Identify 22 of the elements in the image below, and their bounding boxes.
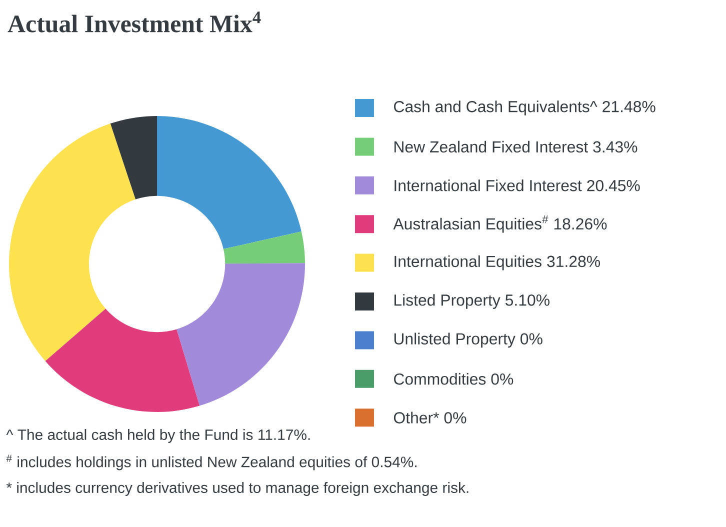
legend-label: International Fixed Interest	[394, 180, 582, 192]
legend-label: Other*	[394, 412, 440, 424]
text: ^ The actual cash held by the Fund is 11.17%.	[6, 429, 310, 443]
data-label: 18.26%	[554, 218, 607, 230]
text: * includes currency derivatives used to manage foreign exchange risk.	[6, 482, 468, 496]
text: $^{#}$ includes holdings in unlisted New Zealand equities of 0.54%.	[6, 454, 416, 470]
data-label: 5.10%	[505, 294, 550, 306]
legend-label: Unlisted Property	[394, 332, 516, 348]
text: 0%	[491, 373, 514, 385]
legend-label: International Equities	[394, 255, 542, 270]
data-label: 31.28%	[547, 256, 600, 268]
legend-label: New Zealand Fixed Interest	[394, 140, 588, 153]
text: 0%	[444, 412, 466, 424]
legend-label: Commodities	[394, 373, 486, 385]
legend-label: Cash and Cash Equivalents^	[394, 100, 598, 116]
text: 0%	[520, 333, 542, 344]
chart-title: Actual Investment Mix$^{4}$	[8, 12, 261, 32]
data-label: 21.48%	[602, 100, 656, 112]
legend-label: Listed Property	[394, 294, 500, 309]
data-label: 20.45%	[587, 180, 640, 192]
legend-label: Australasian Equities$^{#}$	[393, 216, 548, 233]
data-label: 3.43%	[593, 141, 638, 153]
